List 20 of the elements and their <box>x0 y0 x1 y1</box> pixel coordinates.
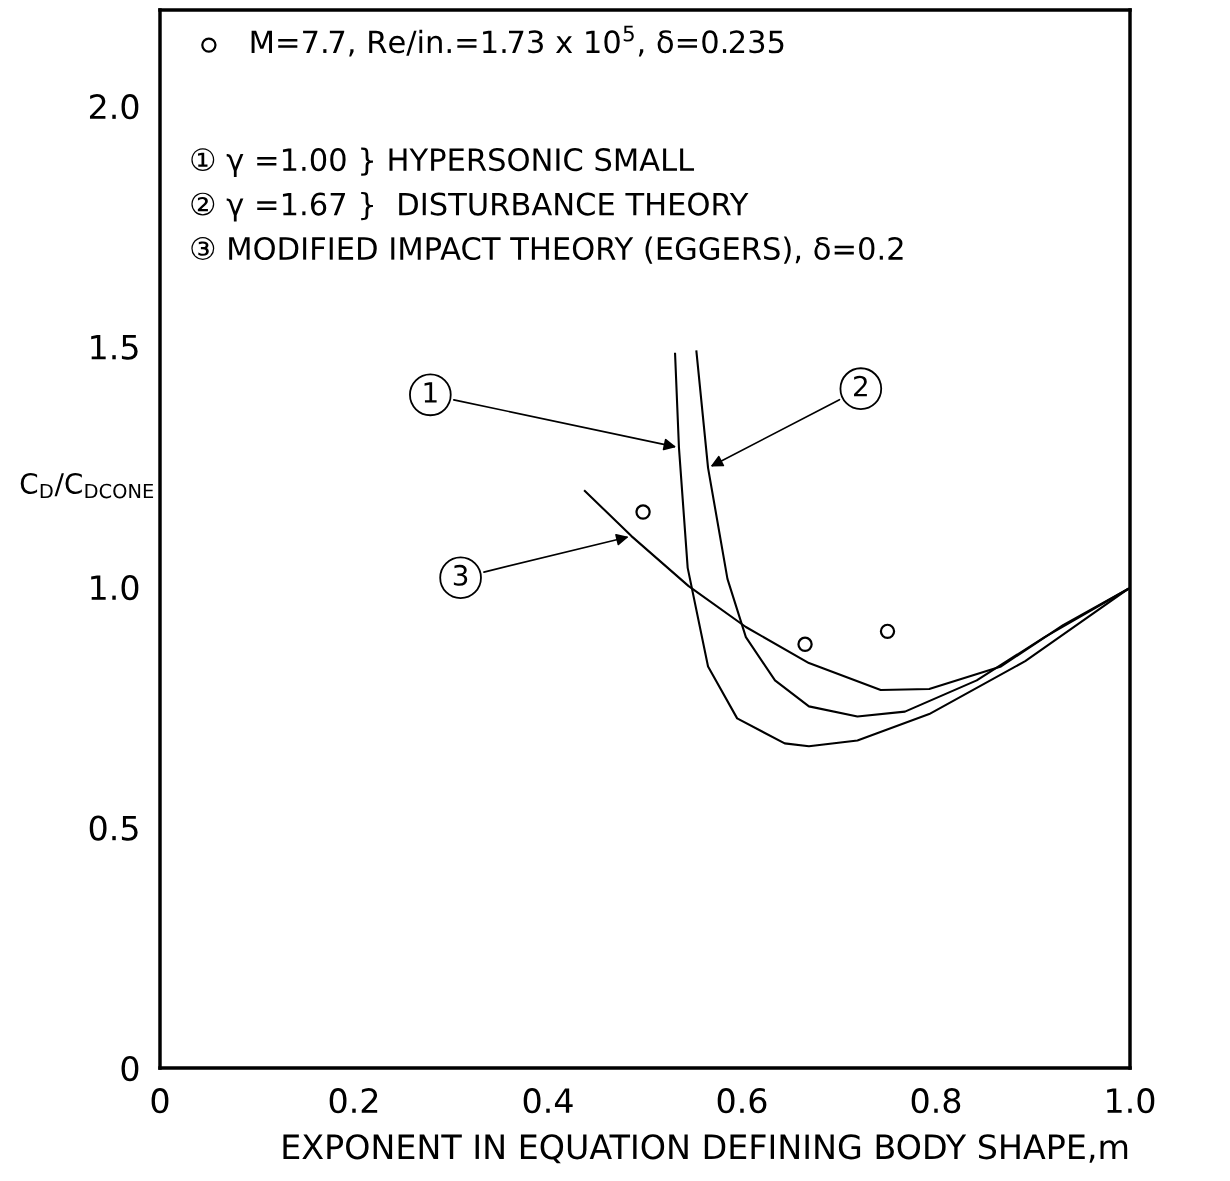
annotation: 1 <box>424 382 437 403</box>
y-tick-label: 1.0 <box>91 575 139 601</box>
legend-label: M=7.7, Re/in.=1.73 x 10$^{5}$, δ=0.235 <box>251 25 784 57</box>
x-tick-label: 1.0 <box>1107 1088 1155 1114</box>
y-tick-label: 1.5 <box>91 335 138 360</box>
annotation: ② γ =1.67 } DISTURBANCE THEORY <box>191 191 749 222</box>
x-tick-label: 0 <box>151 1088 169 1114</box>
annotation: ③ MODIFIED IMPACT THEORY (EGGERS), δ=0.2 <box>191 236 903 264</box>
x-tick-label: 0.6 <box>717 1088 767 1114</box>
y-tick-label: 0 <box>121 1055 139 1082</box>
y-axis-title: C$_{D}$/C$_{DCONE}$ <box>20 472 154 499</box>
annotation: 3 <box>453 564 468 586</box>
y-tick-label: 0.5 <box>89 815 138 841</box>
annotation: ① γ =1.00 } HYPERSONIC SMALL <box>191 147 695 178</box>
x-tick-label: 0.4 <box>523 1088 573 1114</box>
x-tick-label: 0.2 <box>329 1088 378 1114</box>
x-tick-label: 0.8 <box>911 1088 961 1114</box>
annotation: 2 <box>854 375 867 397</box>
y-tick-label: 2.0 <box>89 94 139 120</box>
x-axis-title: EXPONENT IN EQUATION DEFINING BODY SHAPE,m <box>283 1134 1128 1164</box>
